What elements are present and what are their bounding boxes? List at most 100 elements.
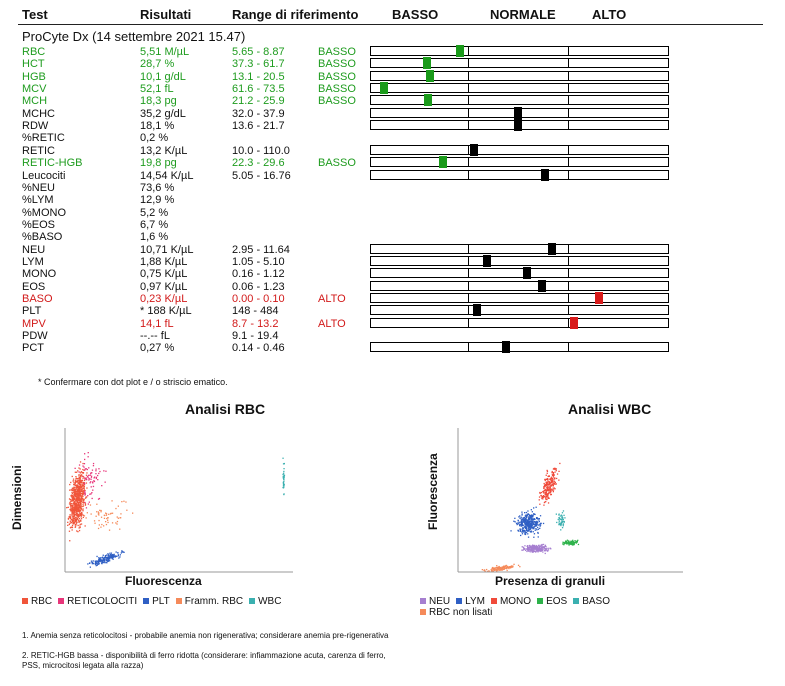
test-name: BASO [22, 293, 53, 305]
range-indicator-bar [370, 94, 669, 107]
result-row: %LYM 12,9 % [0, 194, 785, 206]
col-header-test: Test [22, 7, 48, 22]
range-indicator-bar [370, 143, 669, 156]
result-row: HCT 28,7 % 37.3 - 61.7 BASSO [0, 57, 785, 71]
reference-range: 32.0 - 37.9 [232, 107, 285, 120]
test-name: LYM [22, 255, 44, 268]
range-indicator-bar [370, 316, 669, 329]
test-result: 0,97 K/µL [140, 280, 188, 293]
test-result: 0,2 % [140, 132, 169, 145]
legend-item: EOS [537, 596, 567, 607]
test-result: 1,88 K/µL [140, 255, 188, 268]
reference-range: 21.2 - 25.9 [232, 95, 285, 108]
test-result: 0,75 K/µL [140, 268, 188, 281]
reference-range: 10.0 - 110.0 [232, 144, 290, 157]
legend-item: RBC non lisati [420, 607, 492, 618]
result-row: MONO 0,75 K/µL 0.16 - 1.12 [0, 267, 785, 281]
test-name: MCHC [22, 107, 55, 120]
result-row: BASO 0,23 K/µL 0.00 - 0.10 ALTO [0, 292, 785, 305]
test-result: 12,9 % [140, 194, 175, 207]
result-row: %BASO 1,6 % [0, 231, 785, 243]
confirmation-note: * Confermare con dot plot e / o striscio… [38, 377, 228, 387]
legend-label: NEU [429, 596, 451, 607]
wbc-plot-title: Analisi WBC [568, 401, 652, 417]
range-indicator-bar [370, 156, 669, 169]
range-indicator-bar [370, 168, 669, 181]
range-marker [538, 279, 547, 292]
test-result: 35,2 g/dL [140, 107, 186, 120]
rbc-ylabel: Dimensioni [10, 465, 24, 530]
range-marker [469, 143, 478, 156]
reference-range: 61.6 - 73.5 [232, 83, 285, 96]
header-divider [18, 24, 763, 25]
legend-swatch [143, 598, 150, 605]
wbc-xlabel: Presenza di granuli [495, 574, 606, 588]
test-result: 10,71 K/µL [140, 243, 194, 256]
test-name: %LYM [22, 194, 54, 207]
result-row: PDW --.-- fL 9.1 - 19.4 [0, 330, 785, 342]
reference-range: 5.65 - 8.87 [232, 46, 285, 58]
range-marker [455, 45, 464, 57]
legend-swatch [420, 598, 426, 605]
legend-item: WBC [249, 596, 281, 607]
range-marker [380, 82, 389, 95]
range-marker [513, 106, 522, 119]
status-flag: BASSO [318, 83, 356, 96]
reference-range: 2.95 - 11.64 [232, 243, 290, 256]
test-result: * 188 K/µL [140, 305, 192, 318]
result-row: RBC 5,51 M/µL 5.65 - 8.87 BASSO [0, 45, 785, 58]
footnote-1: 1. Anemia senza reticolocitosi - probabi… [22, 631, 389, 640]
footnote-2: 2. RETIC-HGB bassa - disponibilità di fe… [22, 651, 386, 670]
result-row: MCH 18,3 pg 21.2 - 25.9 BASSO [0, 94, 785, 108]
col-header-results: Risultati [140, 7, 192, 22]
test-result: 14,54 K/µL [140, 169, 194, 182]
status-flag: BASSO [318, 95, 356, 108]
reference-range: 0.14 - 0.46 [232, 342, 285, 355]
col-header-high: ALTO [592, 7, 627, 22]
range-indicator-bar [370, 106, 669, 119]
status-flag: BASSO [318, 157, 356, 170]
result-row: LYM 1,88 K/µL 1.05 - 5.10 [0, 254, 785, 268]
legend-label: MONO [499, 596, 532, 607]
range-marker [473, 304, 482, 317]
range-indicator-bar [370, 69, 669, 82]
legend-item: NEU [420, 596, 450, 607]
test-result: 19,8 pg [140, 157, 177, 170]
test-result: 18,3 pg [140, 95, 177, 108]
wbc-legend: NEU LYM MONO EOS BASO RBC non lisati [420, 596, 680, 618]
range-marker [425, 69, 434, 82]
result-row: PCT 0,27 % 0.14 - 0.46 [0, 341, 785, 355]
test-name: HGB [22, 70, 46, 83]
legend-item: PLT [143, 596, 170, 607]
result-row: %MONO 5,2 % [0, 207, 785, 219]
range-marker [482, 254, 491, 267]
legend-label: RETICOLOCITI [67, 596, 138, 607]
range-indicator-bar [370, 254, 669, 267]
legend-label: RBC non lisati [429, 607, 493, 618]
range-marker [501, 341, 510, 354]
range-indicator-bar [370, 119, 669, 132]
reference-range: 9.1 - 19.4 [232, 330, 279, 343]
test-name: MCV [22, 83, 47, 96]
result-row: NEU 10,71 K/µL 2.95 - 11.64 [0, 242, 785, 256]
legend-item: LYM [456, 596, 485, 607]
reference-range: 1.05 - 5.10 [232, 255, 285, 268]
test-result: 18,1 % [140, 120, 175, 133]
test-result: 28,7 % [140, 58, 175, 71]
test-name: RBC [22, 46, 46, 58]
range-marker [548, 242, 557, 255]
legend-swatch [573, 598, 580, 605]
reference-range: 37.3 - 61.7 [232, 58, 285, 71]
range-marker [569, 316, 578, 329]
test-name: RETIC-HGB [22, 157, 83, 170]
test-name: NEU [22, 243, 46, 256]
legend-swatch [456, 598, 463, 605]
status-flag: BASSO [318, 70, 356, 83]
status-flag: ALTO [318, 317, 346, 330]
test-name: MPV [22, 317, 46, 330]
range-marker [595, 292, 604, 304]
legend-item: BASO [573, 596, 610, 607]
legend-label: WBC [258, 596, 282, 607]
status-flag: BASSO [318, 46, 356, 58]
range-indicator-bar [370, 279, 669, 292]
